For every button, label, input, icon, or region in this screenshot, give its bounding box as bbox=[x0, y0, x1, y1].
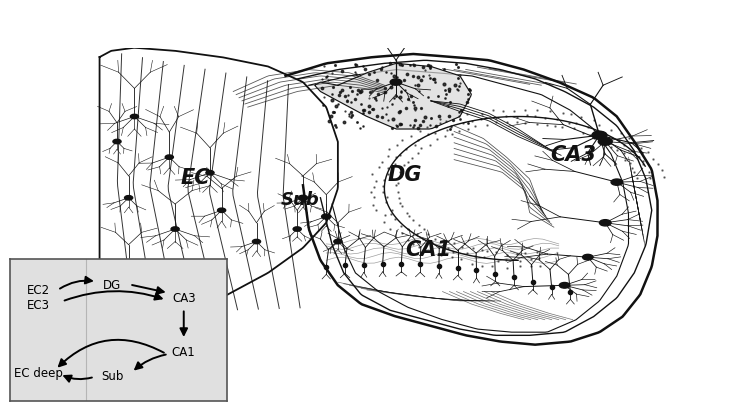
Circle shape bbox=[599, 220, 611, 226]
Polygon shape bbox=[315, 64, 471, 130]
Circle shape bbox=[217, 209, 226, 213]
Circle shape bbox=[334, 240, 342, 244]
Text: CA1: CA1 bbox=[172, 345, 196, 358]
Circle shape bbox=[124, 196, 133, 200]
Circle shape bbox=[171, 227, 179, 232]
Circle shape bbox=[206, 171, 214, 175]
Text: Sub: Sub bbox=[280, 191, 320, 209]
Text: DG: DG bbox=[388, 165, 422, 185]
Text: EC: EC bbox=[181, 168, 210, 188]
Circle shape bbox=[598, 139, 612, 146]
Text: EC deep: EC deep bbox=[13, 366, 62, 379]
Circle shape bbox=[130, 115, 139, 119]
Polygon shape bbox=[286, 55, 658, 345]
Circle shape bbox=[124, 265, 133, 269]
Circle shape bbox=[322, 215, 331, 220]
Text: EC2
EC3: EC2 EC3 bbox=[26, 284, 50, 311]
Circle shape bbox=[298, 196, 307, 201]
Circle shape bbox=[611, 179, 622, 186]
Circle shape bbox=[113, 140, 121, 144]
Circle shape bbox=[560, 283, 570, 288]
Circle shape bbox=[583, 255, 593, 260]
Circle shape bbox=[165, 156, 173, 160]
Circle shape bbox=[592, 132, 607, 140]
Text: Sub: Sub bbox=[100, 369, 123, 382]
Text: DG: DG bbox=[103, 278, 121, 291]
Text: CA1: CA1 bbox=[405, 240, 451, 260]
Text: CA3: CA3 bbox=[172, 291, 196, 304]
Circle shape bbox=[293, 227, 302, 232]
Circle shape bbox=[390, 80, 402, 86]
Circle shape bbox=[253, 240, 260, 244]
Text: CA3: CA3 bbox=[550, 145, 596, 164]
Polygon shape bbox=[100, 49, 338, 320]
